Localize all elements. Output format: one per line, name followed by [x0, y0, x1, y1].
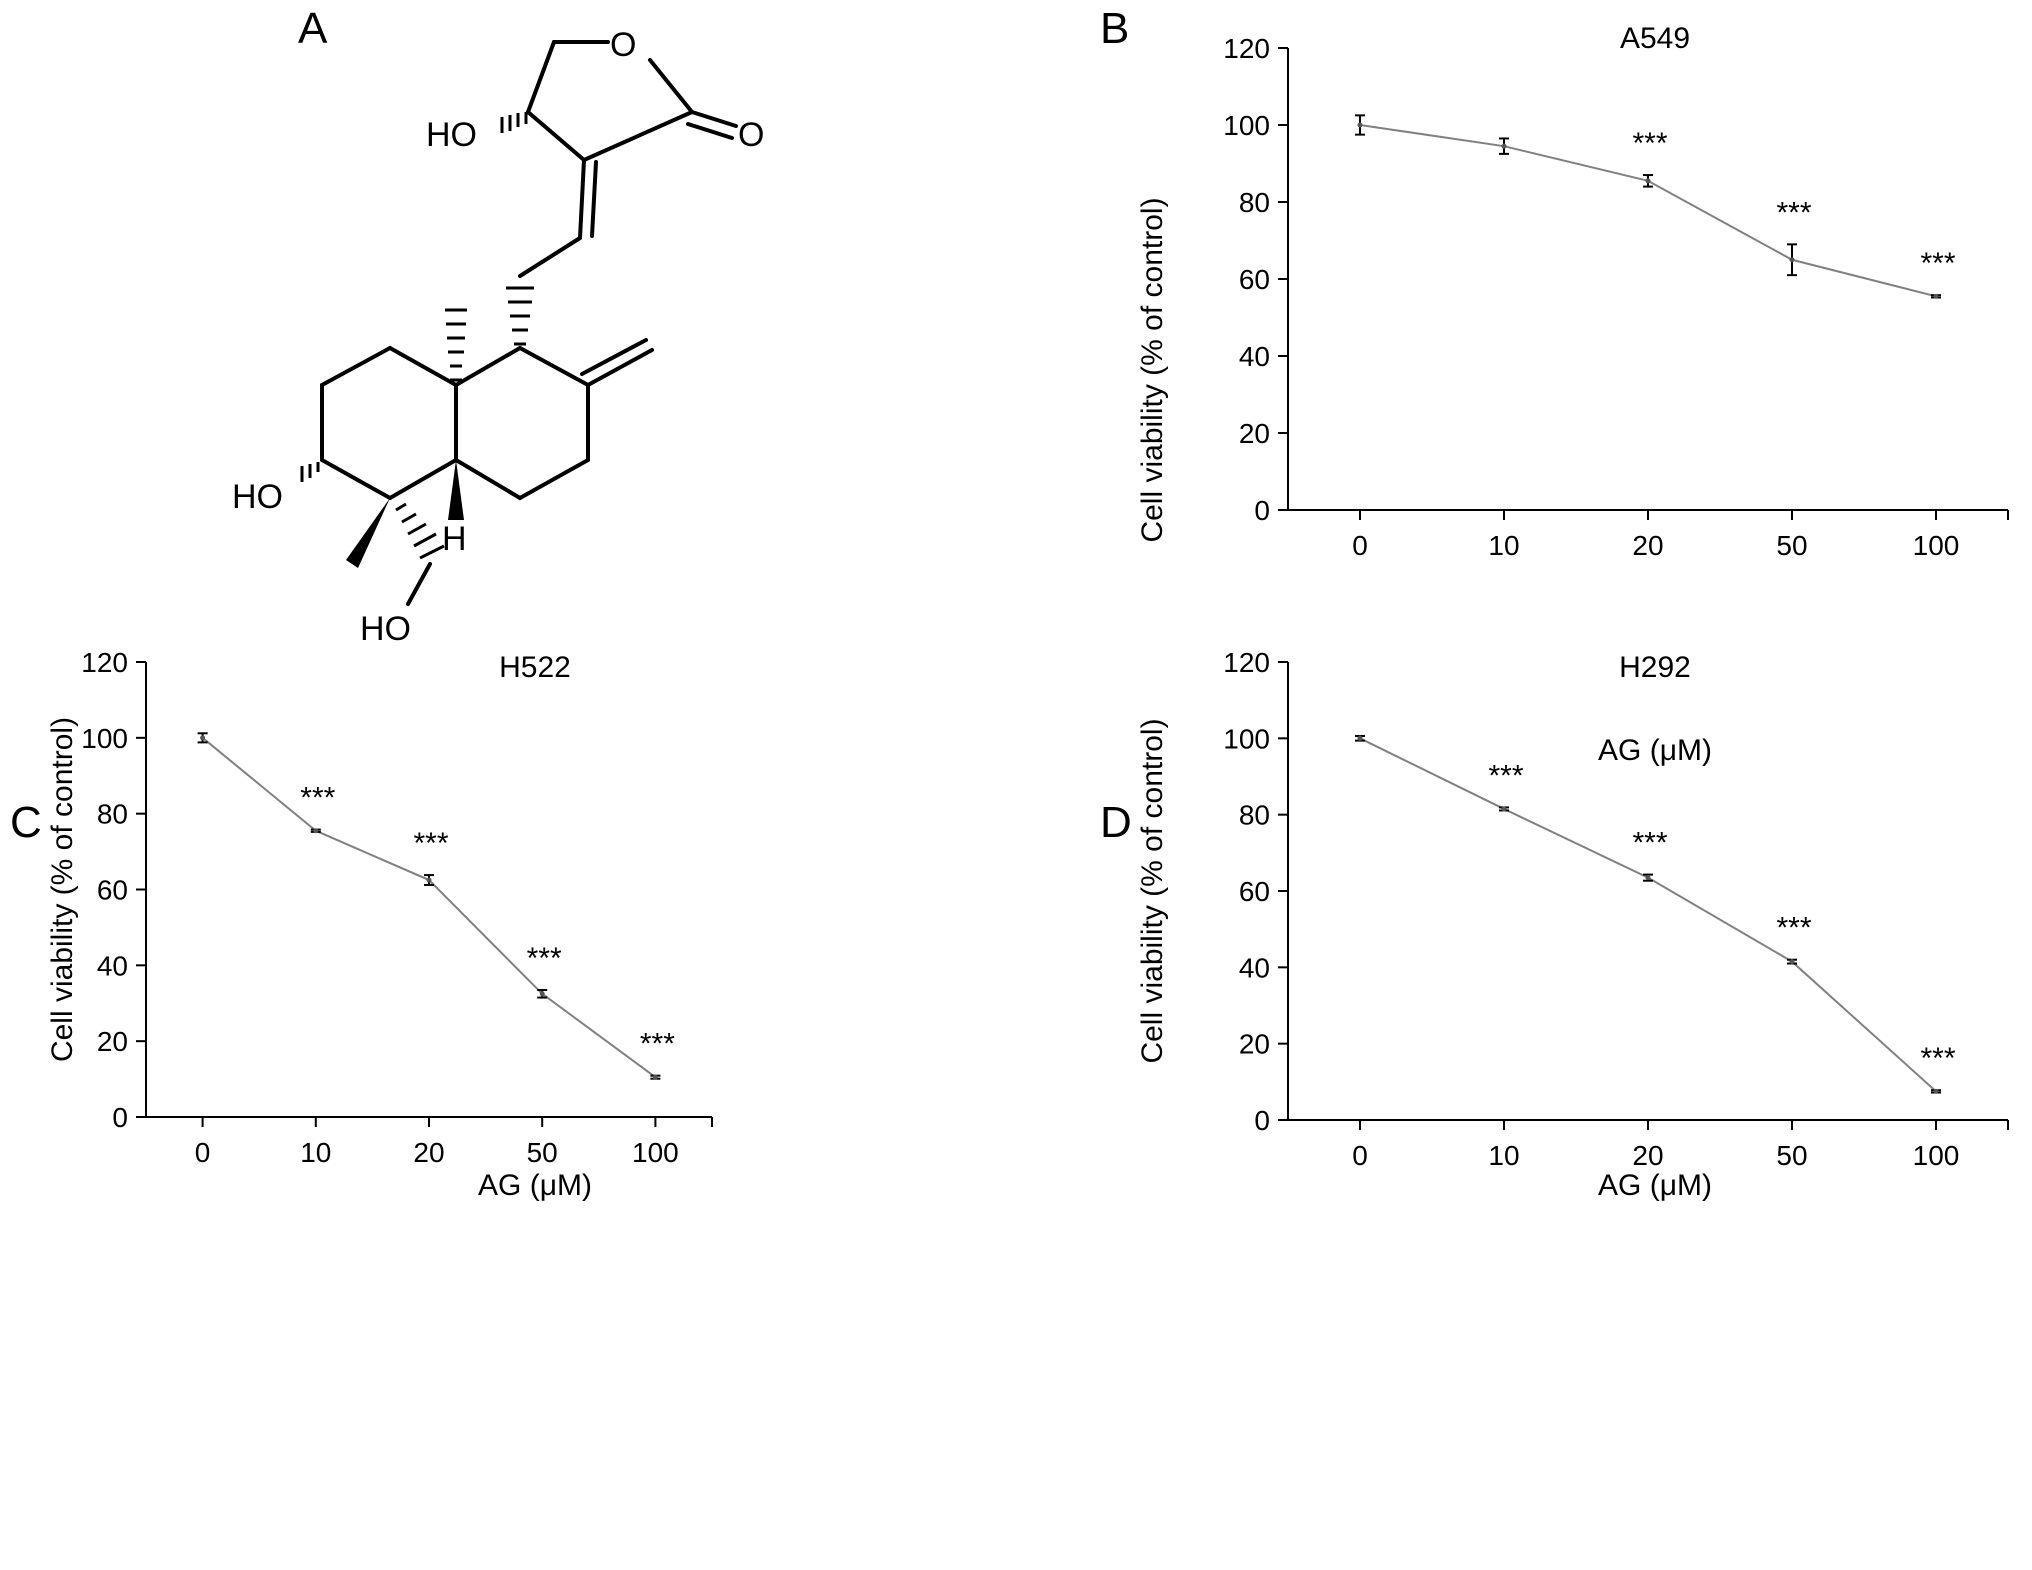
data-point: [1789, 959, 1795, 965]
x-axis-label: AG (μM): [478, 1169, 592, 1202]
significance-label: ***: [1776, 912, 1811, 945]
x-tick-label: 50: [527, 1137, 558, 1168]
y-tick-label: 20: [1239, 418, 1270, 449]
chart-title: H292: [1619, 651, 1691, 684]
panel-letter-a: A: [298, 4, 328, 53]
significance-label: ***: [413, 827, 448, 860]
y-tick-label: 0: [112, 1102, 128, 1133]
y-tick-label: 0: [1254, 1105, 1270, 1136]
series-line: [201, 737, 656, 1078]
data-point: [652, 1074, 658, 1080]
y-tick-label: 80: [97, 799, 128, 830]
y-tick-label: 120: [81, 650, 128, 678]
x-tick-label: 20: [1632, 1140, 1663, 1171]
atom-label-o-ring: O: [610, 26, 636, 64]
stereo-bonds: [300, 112, 534, 568]
y-tick-label: 100: [1223, 110, 1270, 141]
significance-label: ***: [300, 782, 335, 815]
chart-h522: H522 Cell viability (% of control) AG (μ…: [46, 650, 713, 1202]
y-tick-label: 20: [97, 1026, 128, 1057]
chart-title: A549: [1620, 22, 1690, 55]
structure-labels: O O HO HO H HO: [232, 26, 764, 648]
structure-bonds: [320, 40, 738, 606]
data-point: [1645, 875, 1651, 881]
x-tick-label: 0: [1352, 1140, 1368, 1171]
y-tick-label: 40: [97, 950, 128, 981]
significance-label: ***: [1920, 1042, 1955, 1075]
y-axis-label: Cell viability (% of control): [1136, 197, 1169, 542]
significance-label: ***: [1920, 247, 1955, 280]
chart-title: H522: [499, 651, 571, 684]
x-axis-label: AG (μM): [1598, 1169, 1712, 1202]
panel-letter-c: C: [10, 798, 42, 847]
x-tick-label: 0: [195, 1137, 211, 1168]
x-tick-label: 20: [1632, 530, 1663, 561]
plot-area: 0 20 40 60 80 100 120 0 10 20 50 100 *** *** *** ***: [1223, 650, 2009, 1171]
atom-label-h: H: [442, 520, 467, 558]
data-point: [1501, 143, 1507, 149]
y-tick-label: 60: [97, 875, 128, 906]
y-tick-label: 20: [1239, 1029, 1270, 1060]
significance-label: ***: [1632, 827, 1667, 860]
data-point: [1501, 806, 1507, 812]
y-tick-label: 40: [1239, 341, 1270, 372]
y-tick-label: 120: [1223, 33, 1270, 64]
y-tick-label: 120: [1223, 650, 1270, 678]
data-point: [200, 735, 206, 741]
x-tick-label: 50: [1776, 530, 1807, 561]
data-point: [313, 828, 319, 834]
significance-label: ***: [1488, 759, 1523, 792]
y-axis-label: Cell viability (% of control): [46, 717, 79, 1062]
data-point: [1933, 293, 1939, 299]
significance-label: ***: [1776, 196, 1811, 229]
x-tick-label: 20: [413, 1137, 444, 1168]
x-tick-label: 10: [1488, 530, 1519, 561]
atom-label-ho-bottom: HO: [360, 610, 411, 648]
y-tick-label: 100: [81, 723, 128, 754]
y-tick-label: 80: [1239, 800, 1270, 831]
data-point: [426, 877, 432, 883]
y-axis-label: Cell viability (% of control): [1136, 718, 1169, 1063]
x-tick-label: 10: [300, 1137, 331, 1168]
x-tick-label: 10: [1488, 1140, 1519, 1171]
data-point: [1933, 1088, 1939, 1094]
panel-letter-b: B: [1100, 4, 1130, 53]
panel-letter-d: D: [1100, 798, 1132, 847]
data-point: [1645, 178, 1651, 184]
x-tick-label: 0: [1352, 530, 1368, 561]
data-point: [1789, 257, 1795, 263]
plot-area: 0 20 40 60 80 100 120 0 10 20 50 100 *** *** *** ***: [81, 650, 713, 1168]
data-point: [1357, 122, 1363, 128]
data-point: [539, 991, 545, 997]
series-line: [1359, 737, 1937, 1093]
significance-label: ***: [640, 1028, 675, 1061]
atom-label-o-carbonyl: O: [738, 116, 764, 154]
atom-label-ho-top: HO: [426, 116, 477, 154]
significance-label: ***: [1632, 127, 1667, 160]
x-tick-label: 50: [1776, 1140, 1807, 1171]
x-tick-label: 100: [632, 1137, 679, 1168]
y-tick-label: 60: [1239, 876, 1270, 907]
y-tick-label: 100: [1223, 723, 1270, 754]
significance-label: ***: [527, 942, 562, 975]
chart-h292: H292 Cell viability (% of control) AG (μ…: [1136, 650, 2009, 1202]
y-tick-label: 80: [1239, 187, 1270, 218]
x-tick-label: 100: [1913, 1140, 1960, 1171]
chemical-structure-diagram: O O HO HO H HO: [232, 26, 764, 648]
chart-a549: A549 Cell viability (% of control) AG (μ…: [1136, 22, 2009, 767]
atom-label-ho-left: HO: [232, 478, 283, 516]
plot-area: 0 20 40 60 80 100 120 0 10 20 50 100 *** *** ***: [1223, 33, 2009, 561]
y-tick-label: 0: [1254, 495, 1270, 526]
x-tick-label: 100: [1913, 530, 1960, 561]
y-tick-label: 40: [1239, 952, 1270, 983]
data-point: [1357, 735, 1363, 741]
y-tick-label: 60: [1239, 264, 1270, 295]
x-axis-label: AG (μM): [1598, 734, 1712, 767]
